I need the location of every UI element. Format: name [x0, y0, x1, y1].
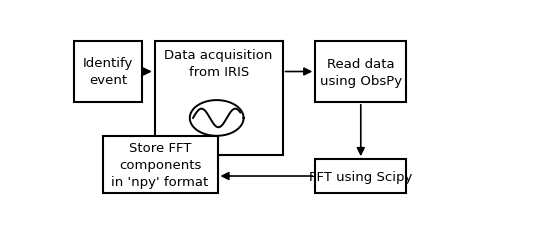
- Text: Read data
using ObsPy: Read data using ObsPy: [320, 57, 402, 87]
- Bar: [74, 42, 142, 102]
- Bar: [315, 159, 407, 193]
- Text: Store FFT
components
in 'npy' format: Store FFT components in 'npy' format: [111, 141, 209, 188]
- Text: Data acquisition
from IRIS: Data acquisition from IRIS: [165, 49, 273, 79]
- Text: FFT using Scipy: FFT using Scipy: [309, 170, 413, 183]
- Bar: [315, 42, 407, 102]
- Text: Identify
event: Identify event: [83, 57, 133, 87]
- Bar: [102, 136, 217, 193]
- Bar: [155, 42, 283, 156]
